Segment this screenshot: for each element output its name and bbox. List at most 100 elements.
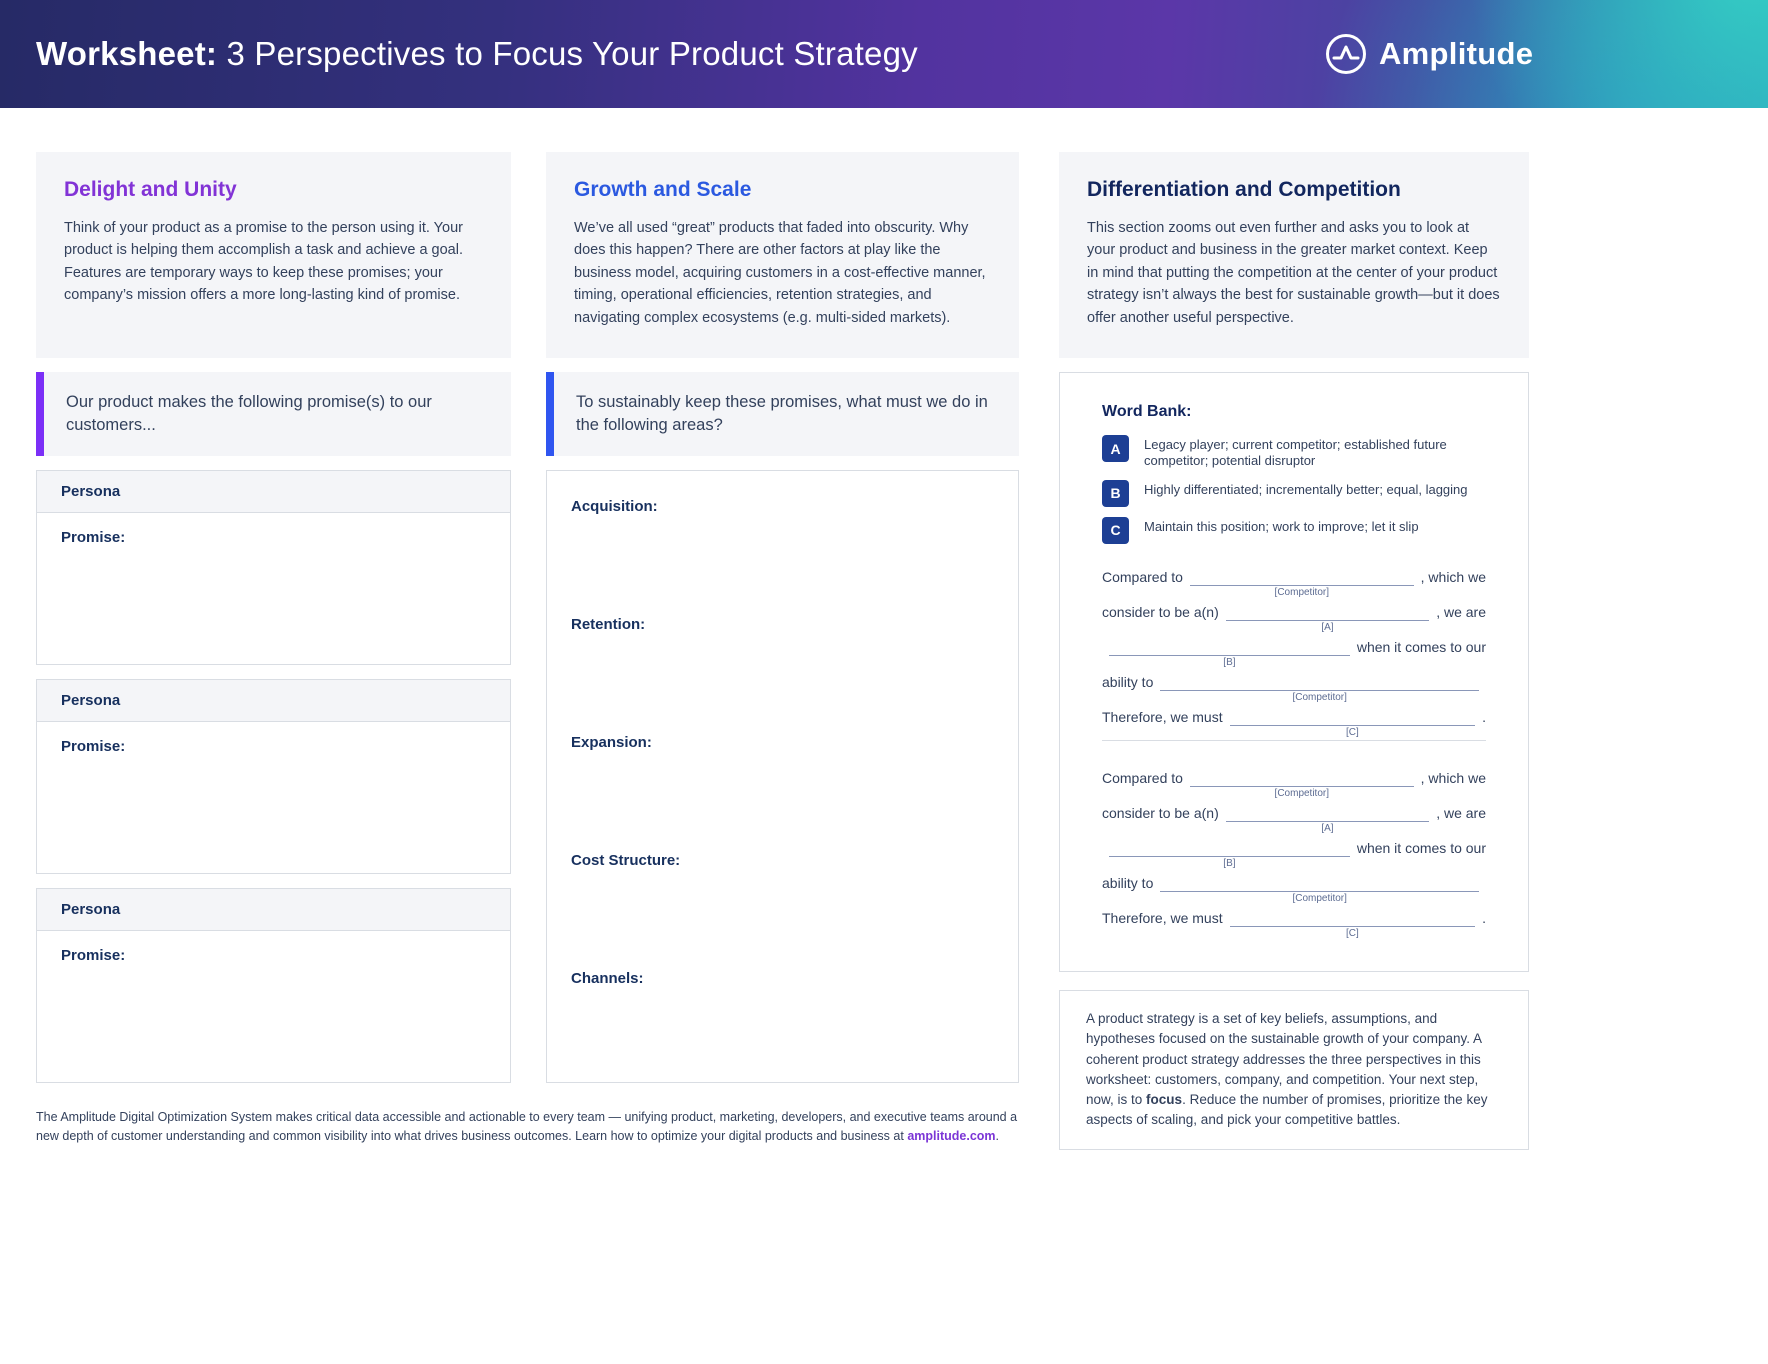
badge-a: A xyxy=(1102,435,1129,462)
blank-b: [B] xyxy=(1109,855,1350,869)
word-bank-item-c: C Maintain this position; work to improv… xyxy=(1102,516,1486,544)
fill-text: consider to be a(n) xyxy=(1102,804,1219,821)
fill-text: Compared to xyxy=(1102,568,1183,585)
persona-3-title: Persona xyxy=(37,889,510,931)
word-bank-item-a: A Legacy player; current competitor; est… xyxy=(1102,435,1486,470)
blank-competitor: [Competitor] xyxy=(1189,785,1414,799)
competitor-fill-block-2: Compared to [Competitor] , which we cons… xyxy=(1102,763,1486,939)
persona-1-promise-label: Promise: xyxy=(61,529,126,546)
fill-text: when it comes to our xyxy=(1356,839,1486,856)
amplitude-logo-text: Amplitude xyxy=(1379,36,1534,71)
fill-text: ability to xyxy=(1102,874,1154,891)
fill-text: , we are xyxy=(1436,603,1486,620)
summary-pre: A product strategy is a set of key belie… xyxy=(1086,1011,1482,1107)
persona-2-title: Persona xyxy=(37,680,510,722)
word-bank-text-b: Highly differentiated; incrementally bet… xyxy=(1144,481,1468,497)
header-banner: Worksheet: 3 Perspectives to Focus Your … xyxy=(0,0,1768,108)
footer-text: The Amplitude Digital Optimization Syste… xyxy=(36,1108,1021,1146)
expansion-label: Expansion: xyxy=(571,734,652,751)
worksheet-content: Delight and Unity Think of your product … xyxy=(36,152,1529,1150)
blank-c: [C] xyxy=(1229,925,1476,939)
blank-hint-a: [A] xyxy=(1321,621,1334,633)
competitor-fill-block-1: Compared to [Competitor] , which we cons… xyxy=(1102,562,1486,738)
fill-line-therefore: Therefore, we must [C] . xyxy=(1102,702,1486,738)
fill-text: when it comes to our xyxy=(1356,638,1486,655)
page-title: Worksheet: 3 Perspectives to Focus Your … xyxy=(36,35,918,73)
growth-area-channels: Channels: xyxy=(571,969,994,989)
persona-2-promise-label: Promise: xyxy=(61,738,126,755)
word-bank-divider xyxy=(1102,739,1486,741)
growth-area-acquisition: Acquisition: xyxy=(571,497,994,517)
delight-callout-text: Our product makes the following promise(… xyxy=(66,392,432,434)
footer-text-post: . xyxy=(995,1128,1000,1143)
strategy-summary-text: A product strategy is a set of key belie… xyxy=(1086,1009,1502,1131)
fill-text: Therefore, we must xyxy=(1102,708,1223,725)
fill-line-compared-to: Compared to [Competitor] , which we xyxy=(1102,562,1486,598)
persona-box-1: Persona Promise: xyxy=(36,470,511,665)
blank-competitor-2: [Competitor] xyxy=(1160,890,1479,904)
fill-line-we-are: [B] when it comes to our xyxy=(1102,632,1486,668)
growth-intro-text: We’ve all used “great” products that fad… xyxy=(574,220,986,326)
delight-callout: Our product makes the following promise(… xyxy=(36,372,511,456)
fill-text: Compared to xyxy=(1102,769,1183,786)
competition-heading: Differentiation and Competition xyxy=(1087,178,1401,201)
fill-text: Therefore, we must xyxy=(1102,909,1223,926)
blank-hint-competitor: [Competitor] xyxy=(1292,691,1347,703)
blank-hint-competitor: [Competitor] xyxy=(1292,892,1347,904)
cost-structure-label: Cost Structure: xyxy=(571,852,681,869)
delight-heading: Delight and Unity xyxy=(64,178,237,201)
acquisition-label: Acquisition: xyxy=(571,498,658,515)
growth-area-retention: Retention: xyxy=(571,615,994,635)
fill-line-consider: consider to be a(n) [A] , we are xyxy=(1102,798,1486,834)
fill-text: . xyxy=(1482,708,1486,725)
blank-hint-b: [B] xyxy=(1223,857,1236,869)
blank-hint-competitor: [Competitor] xyxy=(1274,586,1330,598)
delight-intro-text: Think of your product as a promise to th… xyxy=(64,220,463,304)
word-bank-text-a: Legacy player; current competitor; estab… xyxy=(1144,437,1447,469)
persona-1-promise-area: Promise: xyxy=(37,513,510,563)
blank-a: [A] xyxy=(1225,619,1430,633)
growth-area-expansion: Expansion: xyxy=(571,733,994,753)
word-bank-text-c: Maintain this position; work to improve;… xyxy=(1144,518,1419,534)
persona-3-promise-area: Promise: xyxy=(37,931,510,981)
amplitude-logo-icon xyxy=(1326,34,1366,74)
blank-c: [C] xyxy=(1229,724,1476,738)
persona-3-promise-label: Promise: xyxy=(61,947,126,964)
fill-text: ability to xyxy=(1102,673,1154,690)
channels-label: Channels: xyxy=(571,970,644,987)
persona-box-3: Persona Promise: xyxy=(36,888,511,1083)
blank-hint-c: [C] xyxy=(1345,726,1359,738)
fill-line-ability: ability to [Competitor] xyxy=(1102,868,1486,904)
page-title-rest: 3 Perspectives to Focus Your Product Str… xyxy=(217,35,918,72)
blank-competitor: [Competitor] xyxy=(1189,584,1414,598)
blank-hint-a: [A] xyxy=(1321,822,1334,834)
persona-box-2: Persona Promise: xyxy=(36,679,511,874)
competition-intro-text: This section zooms out even further and … xyxy=(1087,220,1500,326)
fill-line-ability: ability to [Competitor] xyxy=(1102,667,1486,703)
amplitude-link[interactable]: amplitude.com xyxy=(907,1128,996,1143)
blank-competitor-2: [Competitor] xyxy=(1160,689,1479,703)
fill-text: , which we xyxy=(1420,769,1486,786)
summary-post: . Reduce the number of promises, priorit… xyxy=(1086,1092,1488,1128)
page-title-prefix: Worksheet: xyxy=(36,35,218,72)
blank-hint-b: [B] xyxy=(1223,656,1236,668)
fill-text: , which we xyxy=(1420,568,1486,585)
growth-callout: To sustainably keep these promises, what… xyxy=(546,372,1019,456)
growth-callout-text: To sustainably keep these promises, what… xyxy=(576,392,988,434)
fill-text: consider to be a(n) xyxy=(1102,603,1219,620)
strategy-summary-box: A product strategy is a set of key belie… xyxy=(1059,990,1529,1150)
retention-label: Retention: xyxy=(571,616,646,633)
competition-intro-box: Differentiation and Competition This sec… xyxy=(1059,152,1529,358)
delight-intro-box: Delight and Unity Think of your product … xyxy=(36,152,511,358)
fill-text: . xyxy=(1482,909,1486,926)
growth-areas-box: Acquisition: Retention: Expansion: Cost … xyxy=(546,470,1019,1083)
blank-hint-competitor: [Competitor] xyxy=(1274,787,1330,799)
summary-focus: focus xyxy=(1146,1092,1183,1107)
growth-area-cost-structure: Cost Structure: xyxy=(571,851,994,871)
growth-heading: Growth and Scale xyxy=(574,178,752,201)
badge-b: B xyxy=(1102,479,1129,507)
section-growth-and-scale: Growth and Scale We’ve all used “great” … xyxy=(546,152,1019,1083)
word-bank-item-b: B Highly differentiated; incrementally b… xyxy=(1102,479,1486,507)
fill-text: , we are xyxy=(1436,804,1486,821)
